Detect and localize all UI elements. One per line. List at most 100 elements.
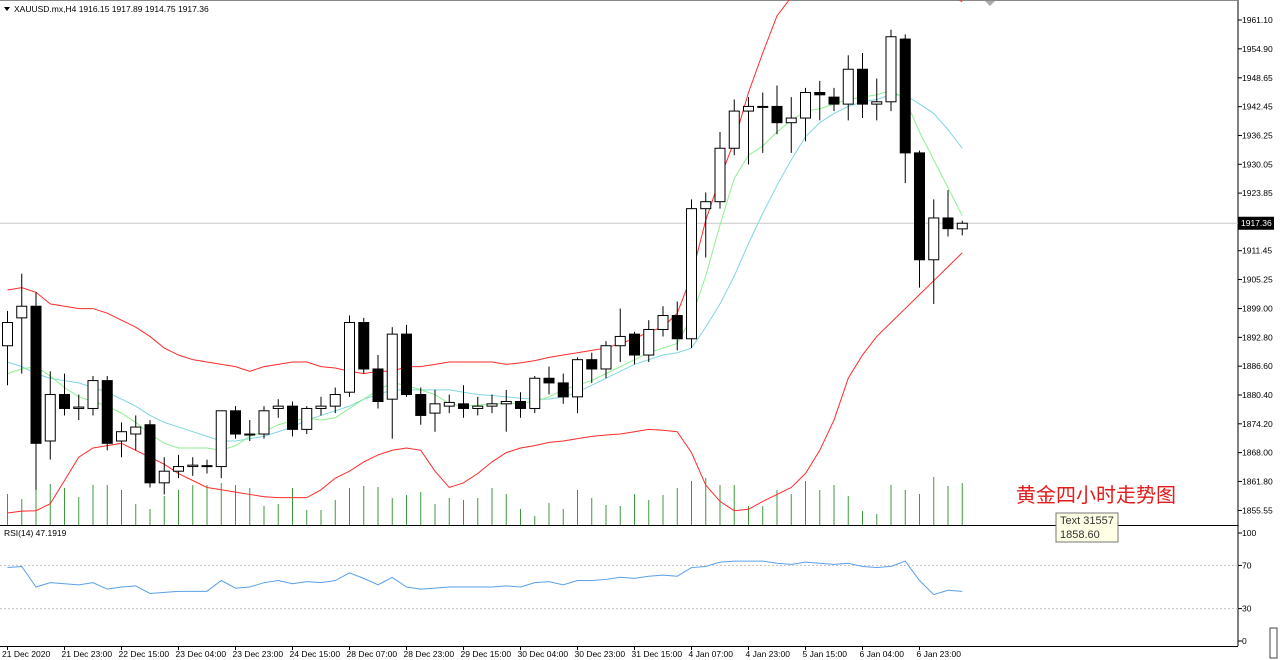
time-axis-tick-label: 30 Dec 04:00	[518, 649, 569, 659]
tick-layer: 1961.10 1954.90 1948.65 1942.45 1936.25 1930.…	[2, 15, 1273, 659]
bear-candle-body	[287, 405, 298, 430]
candle	[771, 85, 783, 135]
bear-candle-body	[671, 315, 683, 340]
bear-candle-body	[372, 368, 384, 402]
bear-candle-body	[629, 333, 640, 356]
time-axis-tick-label: 4 Jan 23:00	[746, 649, 791, 659]
candle	[842, 55, 854, 121]
bull-candle-body	[700, 201, 712, 210]
rsi-line	[7, 560, 963, 596]
candle	[244, 420, 256, 441]
price-axis-tick-label: 1868.00	[1242, 448, 1273, 458]
tooltip-box	[1055, 512, 1119, 543]
bear-candle-body	[914, 152, 925, 261]
current-price-label: 1917.36	[1241, 218, 1272, 228]
time-axis-tick-label: 22 Dec 15:00	[119, 649, 170, 659]
bull-candle-body	[686, 208, 697, 340]
candle	[714, 131, 726, 209]
chart-title-watermark: 黄金四小时走势图	[1016, 483, 1176, 507]
rsi-axis-tick-label: 70	[1242, 560, 1252, 570]
bull-candle-body	[158, 470, 170, 484]
candle	[187, 457, 199, 476]
candle	[586, 352, 598, 383]
symbol-header-text: XAUUSD.mx,H4 1916.15 1917.89 1914.75 191…	[14, 4, 209, 14]
candle	[572, 357, 583, 414]
hover-tooltip: Text 31557 1858.60	[1055, 512, 1119, 543]
bull-candle-body	[429, 403, 441, 414]
price-axis-tick-label: 1961.10	[1242, 15, 1273, 25]
bull-candle-body	[643, 328, 655, 356]
bear-candle-body	[458, 403, 469, 409]
rsi-axis-tick-label: 100	[1242, 528, 1256, 538]
candle	[358, 317, 370, 374]
price-axis-tick-label: 1855.55	[1242, 505, 1273, 515]
candle	[529, 375, 541, 414]
bear-candle-body	[244, 433, 256, 436]
bull-candle-body	[714, 147, 726, 203]
candle	[401, 324, 412, 397]
time-axis-tick-label: 6 Jan 23:00	[917, 649, 962, 659]
bull-candle-body	[344, 322, 355, 393]
rsi-label: RSI(14) 47.1919	[4, 528, 67, 538]
candle	[258, 406, 270, 439]
grid-layer	[0, 222, 1238, 610]
bear-candle-body	[144, 424, 156, 484]
candle	[44, 371, 56, 460]
candle	[101, 375, 113, 451]
candle	[657, 306, 669, 337]
symbol-header[interactable]: XAUUSD.mx,H4 1916.15 1917.89 1914.75 191…	[4, 4, 209, 14]
bull-candle-body	[600, 345, 612, 370]
candle	[173, 454, 184, 479]
time-axis-tick-label: 28 Dec 23:00	[404, 649, 455, 659]
bull-candle-body	[871, 101, 883, 105]
candle	[515, 392, 526, 418]
rsi-layer	[7, 560, 963, 596]
scrollbar-handle[interactable]	[1269, 627, 1278, 659]
candle	[158, 457, 170, 495]
bull-candle-body	[956, 222, 968, 230]
bull-candle-body	[386, 333, 398, 400]
bull-candle-body	[116, 431, 127, 442]
bull-candle-body	[443, 401, 455, 407]
bull-candle-body	[315, 405, 327, 409]
candle	[386, 327, 398, 439]
bull-candle-body	[301, 407, 313, 430]
candle	[443, 394, 455, 414]
bull-candle-body	[173, 466, 184, 472]
moving-average-slow-line	[7, 94, 963, 442]
tooltip-line-2: 1858.60	[1060, 529, 1100, 541]
candle	[757, 92, 769, 153]
bear-candle-body	[543, 377, 555, 384]
candle	[500, 389, 512, 432]
candle	[828, 87, 840, 112]
bull-candle-body	[87, 380, 99, 409]
bear-candle-body	[401, 333, 412, 396]
candle	[287, 401, 298, 437]
time-axis-tick-label: 23 Dec 23:00	[233, 649, 284, 659]
current-price-tag: 1917.36	[1238, 216, 1274, 230]
chevron-down-icon[interactable]	[4, 7, 10, 11]
candle	[800, 87, 811, 142]
candle	[785, 97, 797, 153]
candle	[429, 389, 441, 432]
time-axis-tick-label: 21 Dec 23:00	[62, 649, 113, 659]
candle	[686, 199, 697, 349]
bull-candle-body	[928, 217, 940, 261]
chart-shift-icon[interactable]	[985, 1, 995, 6]
candle	[614, 308, 626, 363]
bull-candle-body	[329, 394, 341, 407]
bear-candle-body	[771, 105, 783, 124]
candle	[144, 420, 156, 488]
candle	[472, 396, 484, 416]
candle	[857, 52, 868, 119]
bull-candle-body	[472, 405, 484, 409]
bull-candle-body	[73, 406, 85, 409]
candle	[344, 315, 355, 397]
candle	[59, 373, 70, 416]
bull-candle-body	[187, 464, 199, 468]
candle	[2, 310, 13, 386]
price-axis-tick-label: 1899.00	[1242, 304, 1273, 314]
bear-candle-body	[30, 305, 42, 444]
price-axis-tick-label: 1930.05	[1242, 159, 1273, 169]
